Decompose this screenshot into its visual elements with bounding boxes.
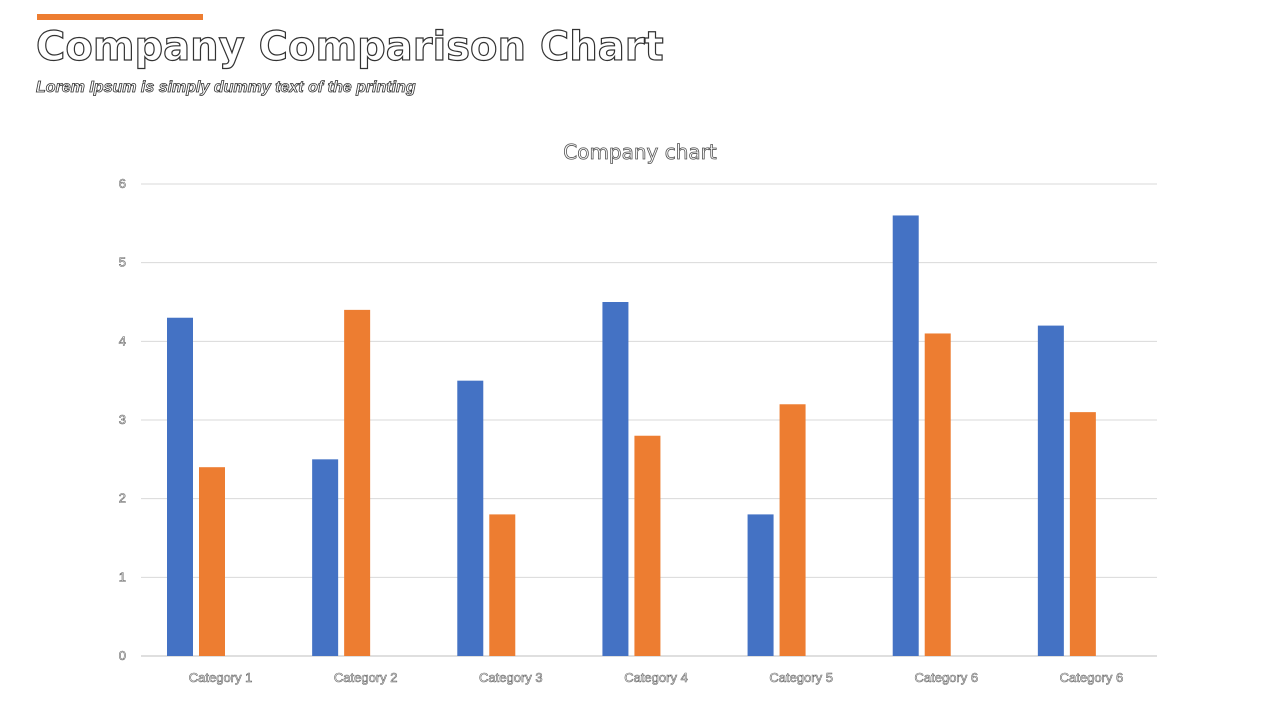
- bar-series-2-category-2: [344, 309, 371, 656]
- bar-series-2-category-6: [924, 333, 951, 656]
- bar-series-1-category-1: [167, 317, 193, 656]
- y-axis: 0 1 2 3 4 5 6: [118, 176, 126, 664]
- x-tick-label: Category 2: [334, 670, 398, 685]
- title-accent-bar: [37, 14, 203, 20]
- bar-series-1-category-2: [312, 459, 339, 656]
- bar-series-2-category-3: [489, 514, 516, 656]
- bar-series-2-category-1: [199, 467, 225, 656]
- chart-title: Company chart: [563, 140, 717, 164]
- y-tick-label: 6: [119, 176, 126, 191]
- y-tick-label: 3: [119, 412, 126, 427]
- x-tick-label: Category 4: [624, 670, 688, 685]
- bar-series-2-category-5: [779, 404, 806, 656]
- x-tick-label: Category 3: [479, 670, 543, 685]
- y-tick-label: 0: [119, 648, 126, 663]
- y-tick-label: 1: [119, 569, 126, 584]
- bar-series-1-category-7: [1037, 325, 1064, 656]
- x-tick-label: Category 1: [189, 670, 253, 685]
- bar-series-1-category-3: [457, 380, 484, 656]
- bar-series-2-category-7: [1069, 412, 1096, 656]
- y-tick-label: 4: [119, 333, 126, 348]
- x-tick-label: Category 5: [769, 670, 833, 685]
- x-tick-label: Category 6: [1060, 670, 1124, 685]
- bar-series-2-category-4: [634, 435, 661, 656]
- bars: [167, 215, 1096, 656]
- bar-series-1-category-5: [747, 514, 774, 656]
- bar-series-1-category-6: [892, 215, 919, 656]
- page-subtitle: Lorem Ipsum is simply dummy text of the …: [36, 79, 416, 97]
- page-title: Company Comparison Chart: [35, 23, 664, 70]
- bar-series-1-category-4: [602, 302, 629, 656]
- y-tick-label: 5: [119, 255, 126, 270]
- x-axis: Category 1 Category 2 Category 3 Category 4…: [188, 670, 1124, 686]
- x-tick-label: Category 6: [914, 670, 978, 685]
- y-tick-label: 2: [119, 491, 126, 506]
